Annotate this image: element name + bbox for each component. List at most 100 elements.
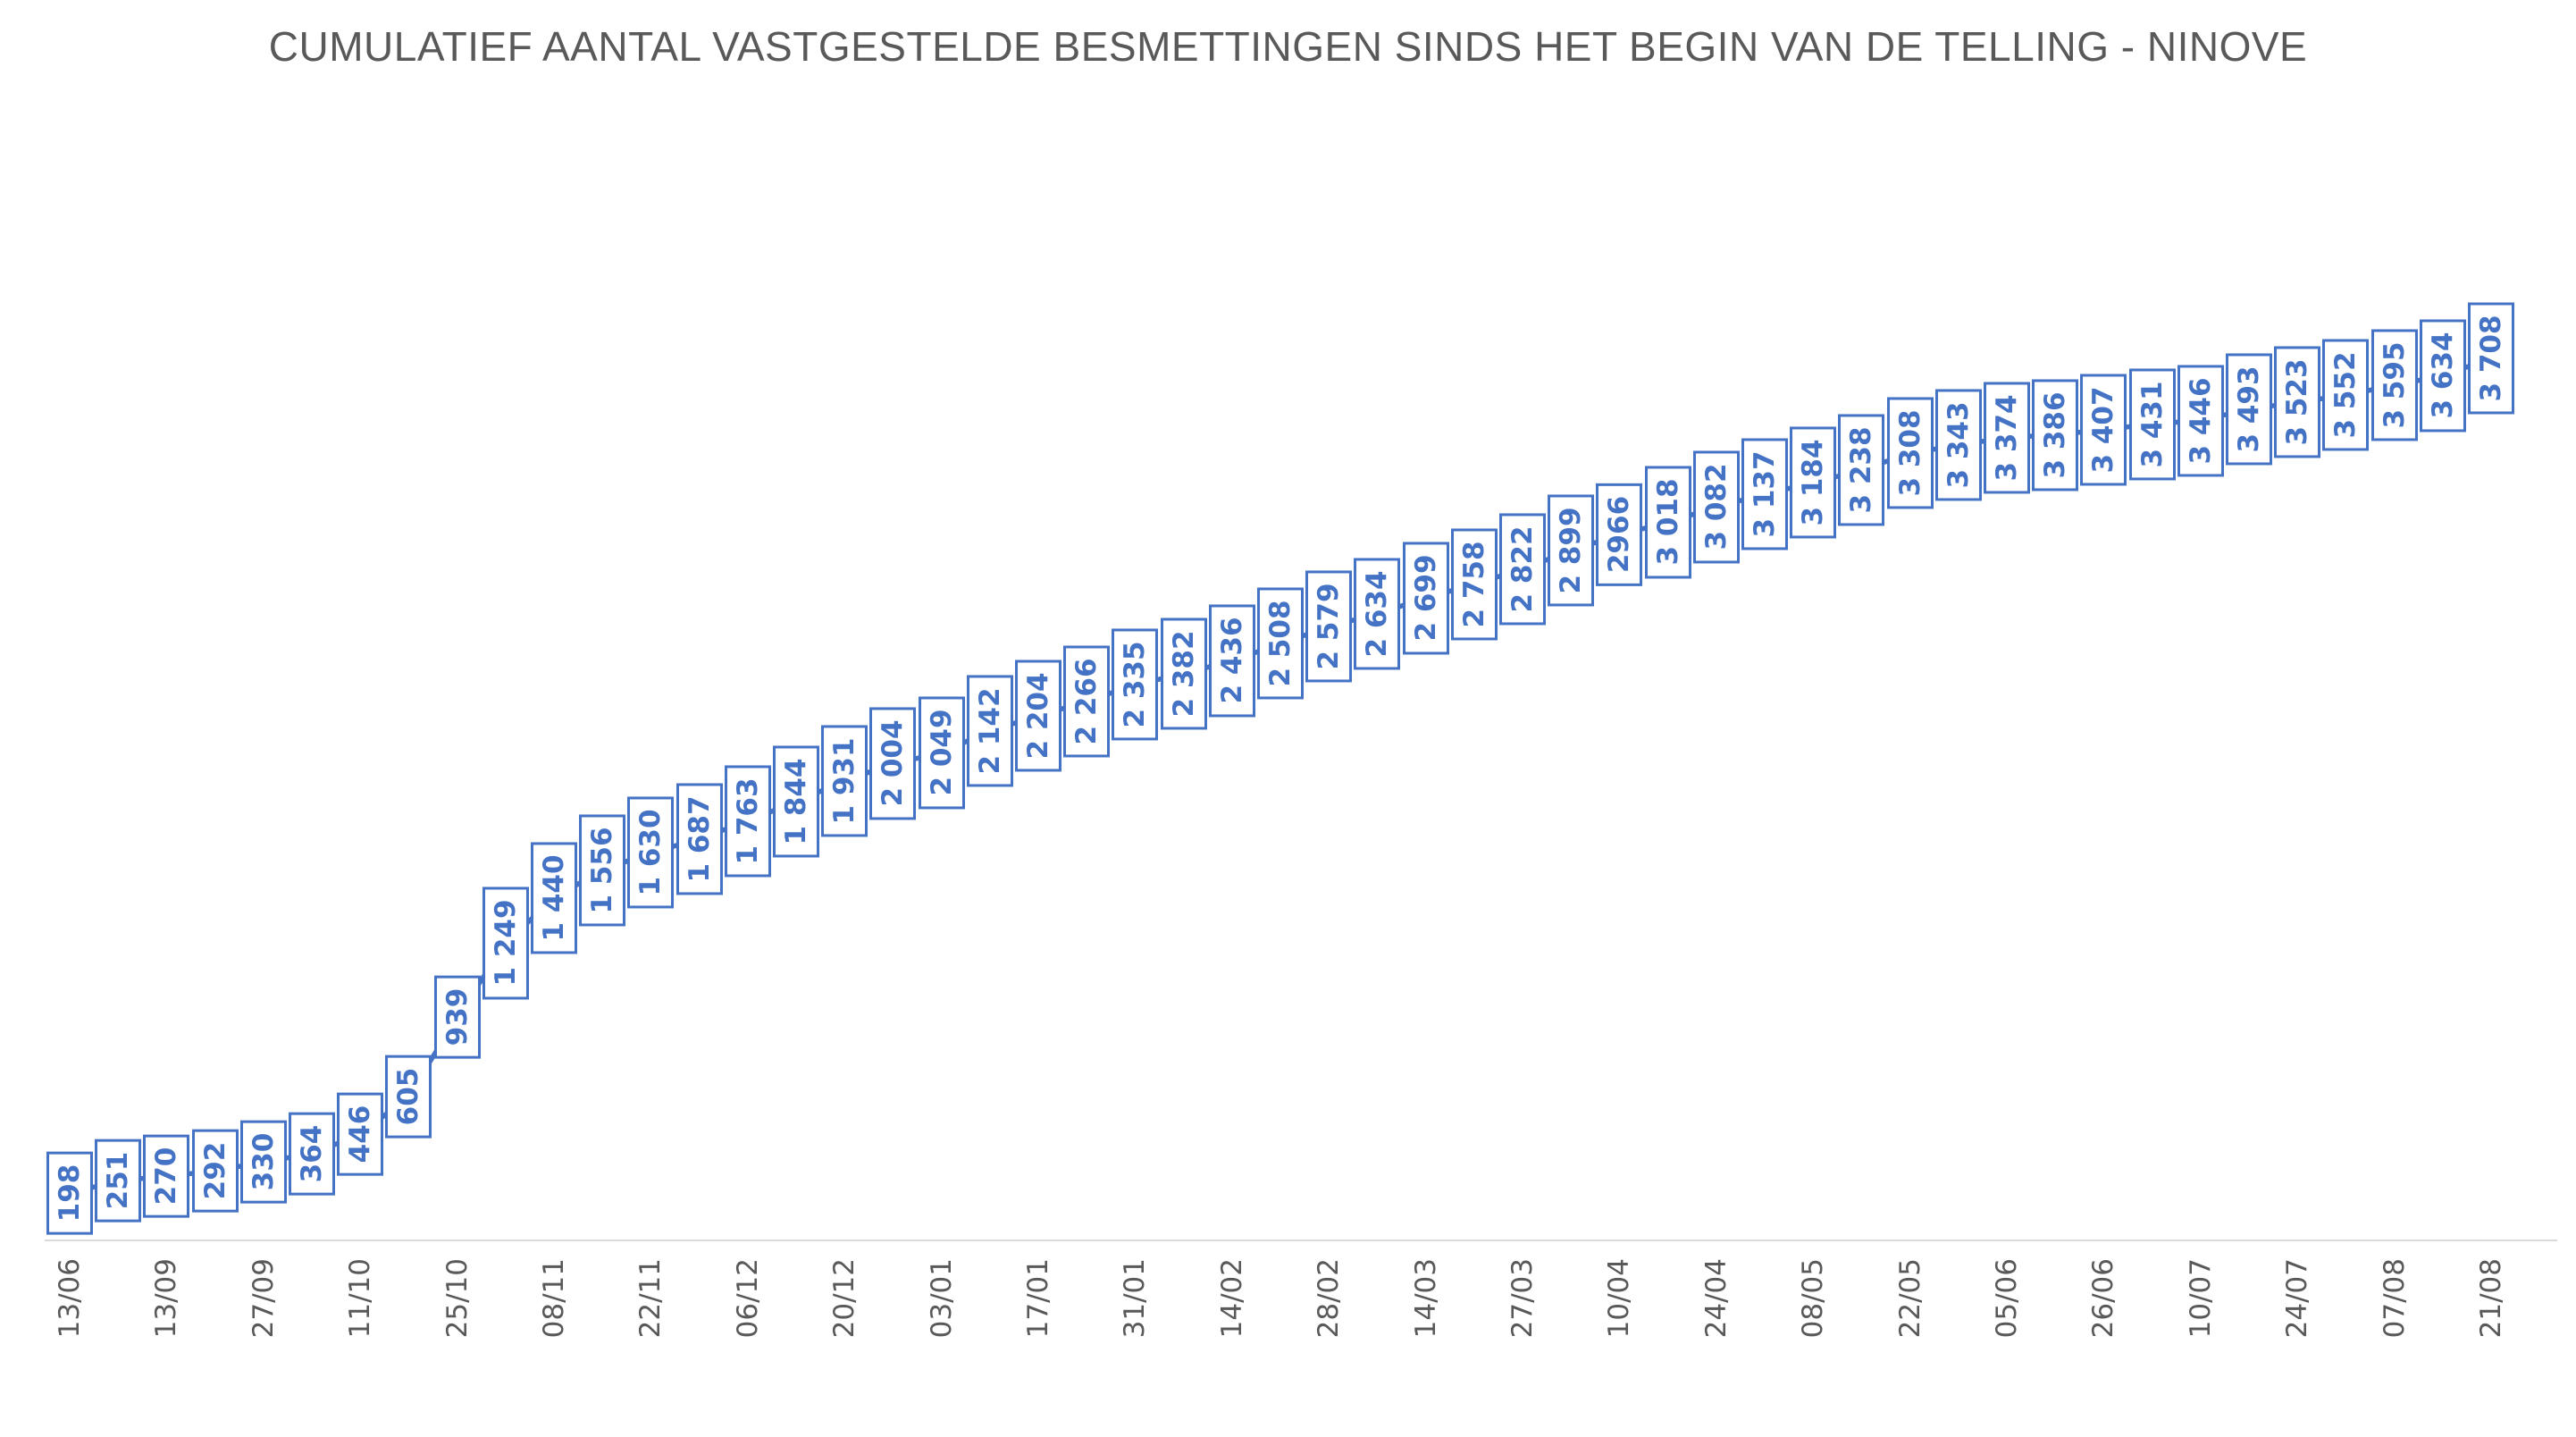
- data-label-box: 3 137: [1741, 438, 1788, 550]
- data-label-value: 2 266: [1070, 658, 1103, 745]
- data-label-value: 2 382: [1167, 630, 1200, 718]
- data-label-value: 3 595: [2378, 341, 2411, 429]
- data-label-box: 3 493: [2226, 353, 2272, 466]
- data-label-value: 3 708: [2475, 315, 2507, 402]
- x-axis-tick-label: 10/04: [1603, 1258, 1635, 1338]
- x-axis-tick-label: 03/01: [926, 1258, 958, 1338]
- data-label-box: 198: [46, 1151, 93, 1235]
- x-axis-tick-text: 14/03: [1409, 1258, 1442, 1339]
- data-label-value: 446: [344, 1105, 377, 1164]
- x-axis-tick-label: 14/03: [1410, 1258, 1442, 1338]
- data-label-box: 3 374: [1984, 382, 2030, 494]
- x-axis-tick-label: 24/04: [1700, 1258, 1733, 1338]
- data-label-box: 3 431: [2128, 367, 2176, 481]
- data-label-box: 2 579: [1305, 570, 1353, 683]
- data-label-box: 3 446: [2177, 365, 2224, 477]
- data-label-box: 2 758: [1450, 528, 1498, 641]
- x-axis-tick-text: 28/02: [1313, 1258, 1346, 1339]
- data-label-value: 1 687: [683, 795, 716, 883]
- data-label-box: 1 763: [724, 765, 771, 878]
- data-label-box: 2 899: [1548, 494, 1595, 607]
- x-axis-tick-label: 27/03: [1506, 1258, 1539, 1338]
- x-axis-tick-label: 25/10: [441, 1258, 474, 1338]
- x-axis-tick-label: 28/02: [1313, 1258, 1345, 1338]
- data-label-value: 2 335: [1119, 641, 1152, 728]
- x-axis-tick-text: 26/06: [2087, 1258, 2120, 1339]
- x-axis-tick-text: 27/03: [1506, 1258, 1539, 1339]
- data-label-value: 2 699: [1409, 554, 1442, 642]
- x-axis-tick-text: 25/10: [441, 1258, 474, 1339]
- data-label-box: 3 238: [1838, 414, 1885, 526]
- x-axis-tick-text: 17/01: [1022, 1258, 1054, 1339]
- data-label-value: 2 899: [1555, 507, 1588, 594]
- data-label-value: 330: [247, 1132, 280, 1191]
- x-axis-tick-text: 11/10: [344, 1258, 377, 1339]
- data-label-value: 3 238: [1845, 426, 1878, 514]
- x-axis-tick-text: 22/11: [634, 1258, 667, 1339]
- data-label-box: 2 822: [1499, 513, 1546, 626]
- data-label-value: 3 431: [2135, 380, 2169, 468]
- data-label-box: 3 523: [2274, 346, 2321, 458]
- x-axis-tick-text: 05/06: [1991, 1258, 2023, 1339]
- data-label-value: 364: [296, 1124, 328, 1183]
- data-label-box: 1 931: [821, 725, 868, 837]
- data-label-value: 3 634: [2426, 332, 2459, 420]
- data-label-box: 2 142: [966, 675, 1013, 787]
- data-label-box: 2 508: [1257, 587, 1304, 700]
- x-axis-tick-text: 08/11: [538, 1258, 570, 1339]
- data-label-box: 1 556: [579, 814, 626, 927]
- x-axis-tick-text: 06/12: [731, 1258, 764, 1339]
- data-label-value: 1 763: [731, 777, 764, 865]
- data-label-box: 3 407: [2080, 374, 2127, 486]
- data-label-value: 2 758: [1457, 541, 1490, 628]
- data-label-value: 3 374: [1991, 394, 2023, 482]
- x-axis-tick-text: 24/07: [2281, 1258, 2314, 1339]
- x-axis-tick-text: 10/07: [2184, 1258, 2217, 1339]
- data-label-value: 3 446: [2184, 377, 2217, 465]
- x-axis-tick-label: 22/05: [1894, 1258, 1926, 1338]
- data-label-box: 2 634: [1354, 558, 1401, 670]
- data-label-box: 292: [191, 1129, 239, 1213]
- data-label-value: 1 249: [489, 899, 522, 987]
- data-label-box: 3 184: [1790, 426, 1837, 539]
- x-axis-tick-label: 13/06: [54, 1258, 86, 1338]
- data-label-box: 939: [433, 975, 481, 1059]
- data-label-box: 3 308: [1886, 397, 1934, 509]
- x-axis-tick-label: 21/08: [2475, 1258, 2507, 1338]
- data-label-box: 2 382: [1160, 618, 1207, 730]
- data-label-box: 1 630: [627, 796, 675, 909]
- data-label-box: 1 844: [773, 745, 819, 858]
- x-axis-tick-text: 31/01: [1119, 1258, 1152, 1339]
- x-axis-tick-text: 21/08: [2475, 1258, 2507, 1339]
- data-label-value: 2 142: [973, 687, 1006, 775]
- data-label-value: 270: [150, 1147, 183, 1206]
- data-label-value: 3 523: [2281, 358, 2314, 446]
- data-label-value: 2 049: [925, 709, 958, 797]
- data-label-box: 3 708: [2468, 302, 2514, 415]
- x-axis-tick-text: 27/09: [247, 1258, 280, 1339]
- data-label-value: 1 630: [634, 809, 667, 896]
- x-axis-tick-label: 05/06: [1991, 1258, 2023, 1338]
- x-axis-line: [45, 1240, 2557, 1241]
- series-line: [67, 356, 2494, 1197]
- x-axis-tick-text: 13/09: [150, 1258, 183, 1339]
- data-label-value: 251: [102, 1151, 135, 1210]
- data-label-value: 2 004: [877, 719, 910, 807]
- data-label-value: 1 440: [538, 854, 570, 942]
- data-label-box: 2966: [1596, 483, 1643, 586]
- chart-title: CUMULATIEF AANTAL VASTGESTELDE BESMETTIN…: [268, 23, 2308, 70]
- data-label-value: 3 308: [1893, 409, 1926, 497]
- data-label-value: 2 436: [1215, 617, 1248, 704]
- data-label-box: 2 049: [918, 696, 965, 810]
- data-label-box: 3 082: [1692, 450, 1740, 563]
- data-label-box: 2 335: [1112, 628, 1159, 741]
- data-label-value: 605: [392, 1067, 425, 1126]
- x-axis-tick-label: 27/09: [248, 1258, 280, 1338]
- data-label-value: 3 493: [2233, 366, 2265, 453]
- x-axis-tick-text: 24/04: [1699, 1258, 1733, 1339]
- data-label-box: 3 018: [1644, 466, 1691, 579]
- data-label-box: 2 004: [869, 707, 917, 819]
- data-label-box: 270: [143, 1134, 190, 1218]
